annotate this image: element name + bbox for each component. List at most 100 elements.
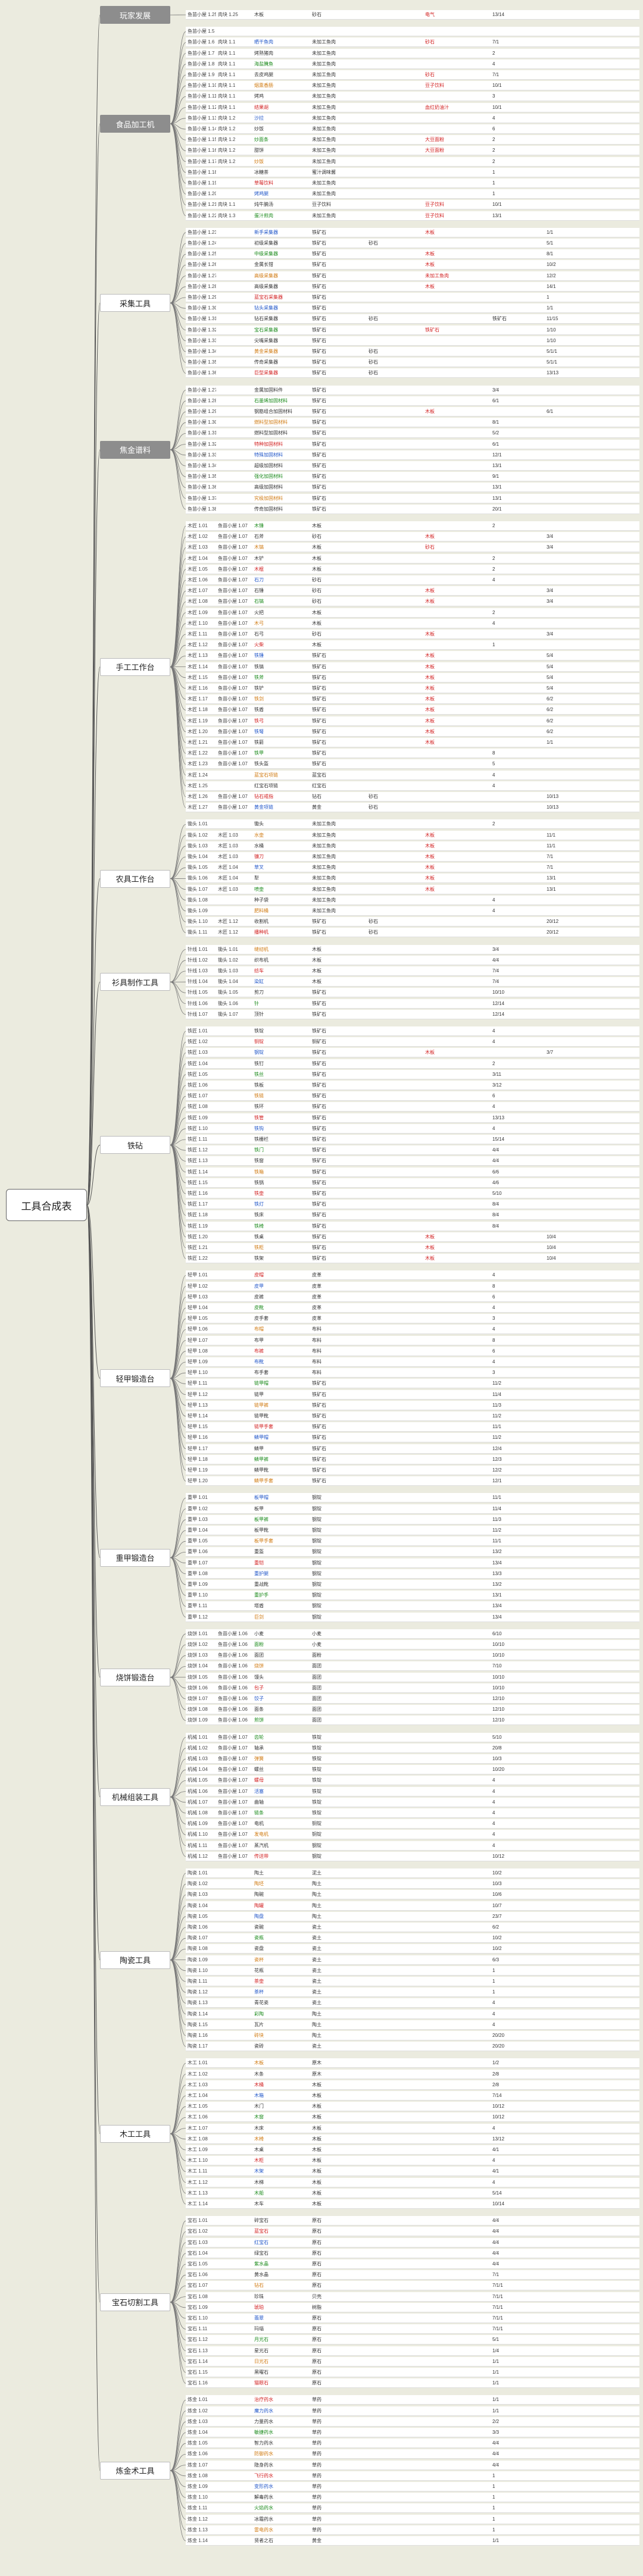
recipe-row[interactable]: 宝石 1.02 蓝宝石 原石 4/4 bbox=[186, 2227, 639, 2237]
recipe-row[interactable]: 鱼苗小屋 1.26 金属长钳 铁矿石 木板 10/2 bbox=[186, 260, 639, 270]
recipe-row[interactable]: 针线 1.02 锄头 1.02 织布机 木板 4/4 bbox=[186, 955, 639, 965]
recipe-row[interactable]: 针线 1.03 锄头 1.03 纺车 木板 7/4 bbox=[186, 966, 639, 976]
recipe-row[interactable]: 木工 1.12 木梯 木板 4 bbox=[186, 2177, 639, 2187]
recipe-row[interactable]: 鱼苗小屋 1.9 肉块 1.1 去皮鸡腿 未加工鱼肉 砂石 7/1 bbox=[186, 70, 639, 80]
recipe-row[interactable]: 木工 1.01 木板 原木 1/2 bbox=[186, 2058, 639, 2068]
recipe-row[interactable]: 木匠 1.10 鱼苗小屋 1.07 木弓 木板 4 bbox=[186, 618, 639, 628]
recipe-row[interactable]: 陶瓷 1.15 瓦片 陶土 4 bbox=[186, 2020, 639, 2030]
recipe-row[interactable]: 鱼苗小屋 1.20 烤鸡腿 未加工鱼肉 1 bbox=[186, 189, 639, 199]
recipe-row[interactable]: 鱼苗小屋 1.31 钻石采集器 铁矿石 砂石 铁矿石 11/15 bbox=[186, 314, 639, 324]
recipe-row[interactable]: 鱼苗小屋 1.29 蓝宝石采集器 铁矿石 1 bbox=[186, 293, 639, 302]
recipe-row[interactable]: 轻甲 1.06 布帽 布料 4 bbox=[186, 1325, 639, 1335]
recipe-row[interactable]: 铁匠 1.21 铁柜 铁矿石 木板 10/4 bbox=[186, 1243, 639, 1253]
recipe-row[interactable]: 宝石 1.16 猫眼石 原石 1/1 bbox=[186, 2378, 639, 2389]
recipe-row[interactable]: 炼金 1.11 火焰药水 草药 1 bbox=[186, 2503, 639, 2514]
recipe-row[interactable]: 锄头 1.03 木匠 1.03 水桶 未加工鱼肉 木板 11/1 bbox=[186, 841, 639, 851]
recipe-row[interactable]: 轻甲 1.14 链甲靴 铁矿石 11/2 bbox=[186, 1411, 639, 1421]
recipe-row[interactable]: 木匠 1.04 鱼苗小屋 1.07 木铲 木板 2 bbox=[186, 553, 639, 564]
recipe-row[interactable]: 鱼苗小屋 1.15 肉块 1.2 炒面条 未加工鱼肉 大豆面粉 2 bbox=[186, 135, 639, 145]
recipe-row[interactable]: 机械 1.11 鱼苗小屋 1.07 蒸汽机 钢锭 4 bbox=[186, 1841, 639, 1851]
recipe-row[interactable]: 铁匠 1.04 铁钉 铁矿石 2 bbox=[186, 1059, 639, 1069]
recipe-row[interactable]: 鱼苗小屋 1.36 巨型采集器 铁矿石 砂石 13/13 bbox=[186, 368, 639, 378]
recipe-row[interactable]: 机械 1.06 鱼苗小屋 1.07 活塞 铁锭 4 bbox=[186, 1786, 639, 1796]
recipe-row[interactable]: 鱼苗小屋 1.18 冰糖茶 蜜汁调味酱 1 bbox=[186, 167, 639, 177]
recipe-row[interactable]: 机械 1.12 鱼苗小屋 1.07 传送带 钢锭 10/12 bbox=[186, 1851, 639, 1861]
recipe-row[interactable]: 鱼苗小屋 1.12 肉块 1.1 结果胡 未加工鱼肉 血红奶油汁 10/1 bbox=[186, 102, 639, 112]
recipe-row[interactable]: 木匠 1.24 蓝宝石项链 蓝宝石 4 bbox=[186, 770, 639, 780]
recipe-row[interactable]: 陶瓷 1.01 陶土 泥土 10/2 bbox=[186, 1868, 639, 1878]
recipe-row[interactable]: 轻甲 1.07 布甲 布料 8 bbox=[186, 1335, 639, 1345]
recipe-row[interactable]: 重甲 1.09 重战靴 钢锭 13/2 bbox=[186, 1580, 639, 1589]
recipe-row[interactable]: 烧饼 1.07 鱼苗小屋 1.06 饺子 面团 12/10 bbox=[186, 1694, 639, 1704]
recipe-row[interactable]: 宝石 1.10 翡翠 原石 7/1/1 bbox=[186, 2314, 639, 2323]
recipe-row[interactable]: 轻甲 1.05 皮手套 皮革 3 bbox=[186, 1314, 639, 1324]
recipe-row[interactable]: 鱼苗小屋 1.21 肉块 1.1 炖牛腩汤 豆子饮料 豆子饮料 10/1 bbox=[186, 200, 639, 210]
recipe-row[interactable]: 机械 1.04 鱼苗小屋 1.07 螺丝 铁锭 10/20 bbox=[186, 1765, 639, 1775]
recipe-row[interactable]: 铁匠 1.02 铜锭 铜矿石 4 bbox=[186, 1037, 639, 1047]
recipe-row[interactable]: 针线 1.06 锄头 1.06 针 铁矿石 12/14 bbox=[186, 999, 639, 1009]
recipe-row[interactable]: 重甲 1.12 巨剑 钢锭 13/4 bbox=[186, 1612, 639, 1622]
recipe-row[interactable]: 铁匠 1.11 铁栅栏 铁矿石 15/14 bbox=[186, 1135, 639, 1144]
recipe-row[interactable]: 鱼苗小屋 1.32 特种加固材料 铁矿石 6/1 bbox=[186, 439, 639, 449]
recipe-row[interactable]: 轻甲 1.18 鳞甲裤 铁矿石 12/3 bbox=[186, 1454, 639, 1464]
recipe-row[interactable]: 针线 1.01 锄头 1.01 缝纫机 木板 3/4 bbox=[186, 944, 639, 954]
recipe-row[interactable]: 鱼苗小屋 1.22 肉块 1.3 蛋汁煎肉 未加工鱼肉 豆子饮料 13/1 bbox=[186, 211, 639, 221]
recipe-row[interactable]: 炼金 1.14 贤者之石 黄金 1/1 bbox=[186, 2536, 639, 2546]
recipe-row[interactable]: 炼金 1.05 智力药水 草药 4/4 bbox=[186, 2439, 639, 2449]
recipe-row[interactable]: 木匠 1.27 鱼苗小屋 1.07 黄金项链 黄金 砂石 10/13 bbox=[186, 803, 639, 813]
recipe-row[interactable]: 木匠 1.05 鱼苗小屋 1.07 木棍 木板 2 bbox=[186, 564, 639, 574]
recipe-row[interactable]: 鱼苗小屋 1.31 燃料型加固材料 铁矿石 5/2 bbox=[186, 428, 639, 439]
recipe-row[interactable]: 陶瓷 1.03 陶碗 陶土 10/6 bbox=[186, 1890, 639, 1900]
recipe-row[interactable]: 宝石 1.06 黄水晶 原石 7/1 bbox=[186, 2270, 639, 2280]
recipe-row[interactable]: 锄头 1.01 锄头 未加工鱼肉 2 bbox=[186, 819, 639, 830]
recipe-row[interactable]: 鱼苗小屋 1.10 肉块 1.1 烟熏香肠 未加工鱼肉 豆子饮料 10/1 bbox=[186, 81, 639, 91]
recipe-row[interactable]: 烧饼 1.01 鱼苗小屋 1.06 小麦 小麦 6/10 bbox=[186, 1629, 639, 1639]
recipe-row[interactable]: 炼金 1.08 飞行药水 草药 1 bbox=[186, 2471, 639, 2481]
recipe-row[interactable]: 木匠 1.07 鱼苗小屋 1.07 石锤 砂石 木板 3/4 bbox=[186, 586, 639, 596]
recipe-row[interactable]: 炼金 1.13 雷电药水 草药 1 bbox=[186, 2525, 639, 2535]
recipe-row[interactable]: 鱼苗小屋 1.35 强化加固材料 铁矿石 9/1 bbox=[186, 472, 639, 482]
recipe-row[interactable]: 重甲 1.05 板甲手套 钢锭 11/1 bbox=[186, 1536, 639, 1547]
recipe-row[interactable]: 木匠 1.23 鱼苗小屋 1.07 铁头盔 铁矿石 5 bbox=[186, 759, 639, 769]
recipe-row[interactable]: 轻甲 1.03 皮裤 皮革 6 bbox=[186, 1292, 639, 1302]
recipe-row[interactable]: 木匠 1.20 鱼苗小屋 1.07 铁弩 铁矿石 木板 6/2 bbox=[186, 727, 639, 737]
root-node-tool-crafting-table[interactable]: 工具合成表 bbox=[6, 1189, 87, 1221]
recipe-row[interactable]: 轻甲 1.15 链甲手套 铁矿石 11/1 bbox=[186, 1422, 639, 1432]
recipe-row[interactable]: 针线 1.07 锄头 1.07 顶针 铁矿石 12/14 bbox=[186, 1009, 639, 1019]
recipe-row[interactable]: 木匠 1.17 鱼苗小屋 1.07 铁剑 铁矿石 木板 6/2 bbox=[186, 694, 639, 705]
recipe-row[interactable]: 重甲 1.06 重盔 钢锭 13/2 bbox=[186, 1547, 639, 1557]
recipe-row[interactable]: 铁匠 1.20 铁桌 铁矿石 木板 10/4 bbox=[186, 1232, 639, 1242]
recipe-row[interactable]: 鱼苗小屋 1.16 肉块 1.2 甜饼 未加工鱼肉 大豆面粉 2 bbox=[186, 146, 639, 156]
recipe-row[interactable]: 烧饼 1.04 鱼苗小屋 1.06 烧饼 面团 7/10 bbox=[186, 1661, 639, 1672]
recipe-row[interactable]: 木工 1.07 木床 木板 4 bbox=[186, 2123, 639, 2133]
recipe-row[interactable]: 鱼苗小屋 1.13 肉块 1.2 沙拉 未加工鱼肉 4 bbox=[186, 113, 639, 123]
recipe-row[interactable]: 重甲 1.07 重铠 钢锭 13/4 bbox=[186, 1558, 639, 1568]
category-node[interactable]: 重甲锻造台 bbox=[100, 1548, 170, 1567]
recipe-row[interactable]: 宝石 1.11 玛瑙 原石 7/1/1 bbox=[186, 2324, 639, 2334]
recipe-row[interactable]: 炼金 1.06 防御药水 草药 4/4 bbox=[186, 2449, 639, 2459]
recipe-row[interactable]: 鱼苗小屋 1.27 高级采集器 铁矿石 未加工鱼肉 12/2 bbox=[186, 271, 639, 281]
recipe-row[interactable]: 木匠 1.16 鱼苗小屋 1.07 铁铲 铁矿石 木板 5/4 bbox=[186, 684, 639, 693]
recipe-row[interactable]: 木工 1.14 木车 木板 10/14 bbox=[186, 2199, 639, 2209]
recipe-row[interactable]: 木工 1.11 木架 木板 4/1 bbox=[186, 2167, 639, 2177]
recipe-row[interactable]: 鱼苗小屋 1.30 钻头采集器 铁矿石 1/1 bbox=[186, 303, 639, 314]
recipe-row[interactable]: 烧饼 1.05 鱼苗小屋 1.06 馒头 面团 10/10 bbox=[186, 1672, 639, 1682]
recipe-row[interactable]: 铁匠 1.15 铁锅 铁矿石 4/6 bbox=[186, 1178, 639, 1188]
recipe-row[interactable]: 机械 1.07 鱼苗小屋 1.07 曲轴 铁锭 4 bbox=[186, 1797, 639, 1807]
recipe-row[interactable]: 陶瓷 1.10 花瓶 瓷土 1 bbox=[186, 1965, 639, 1976]
category-node[interactable]: 轻甲锻造台 bbox=[100, 1369, 170, 1388]
recipe-row[interactable]: 机械 1.09 鱼苗小屋 1.07 电机 铜锭 4 bbox=[186, 1819, 639, 1829]
recipe-row[interactable]: 宝石 1.01 碎宝石 原石 4/4 bbox=[186, 2216, 639, 2226]
recipe-row[interactable]: 宝石 1.15 黑曜石 原石 1/1 bbox=[186, 2368, 639, 2377]
recipe-row[interactable]: 机械 1.03 鱼苗小屋 1.07 弹簧 铁锭 10/3 bbox=[186, 1754, 639, 1764]
recipe-row[interactable]: 轻甲 1.11 链甲帽 铁矿石 11/2 bbox=[186, 1379, 639, 1389]
recipe-row[interactable]: 铁匠 1.12 铁门 铁矿石 4/4 bbox=[186, 1145, 639, 1156]
recipe-row[interactable]: 鱼苗小屋 1.19 草莓饮料 未加工鱼肉 1 bbox=[186, 179, 639, 188]
recipe-row[interactable]: 机械 1.10 鱼苗小屋 1.07 发电机 铜锭 4 bbox=[186, 1830, 639, 1840]
recipe-row[interactable]: 鱼苗小屋 1.38 传奇加固材料 铁矿石 20/1 bbox=[186, 504, 639, 514]
recipe-row[interactable]: 铁匠 1.07 铁链 铁矿石 6 bbox=[186, 1091, 639, 1101]
category-node[interactable]: 机械组装工具 bbox=[100, 1788, 170, 1806]
recipe-row[interactable]: 机械 1.08 鱼苗小屋 1.07 链条 铁锭 4 bbox=[186, 1808, 639, 1818]
recipe-row[interactable]: 烧饼 1.02 鱼苗小屋 1.06 面粉 小麦 10/10 bbox=[186, 1640, 639, 1649]
recipe-row[interactable]: 宝石 1.08 珍珠 贝壳 7/1/1 bbox=[186, 2292, 639, 2302]
